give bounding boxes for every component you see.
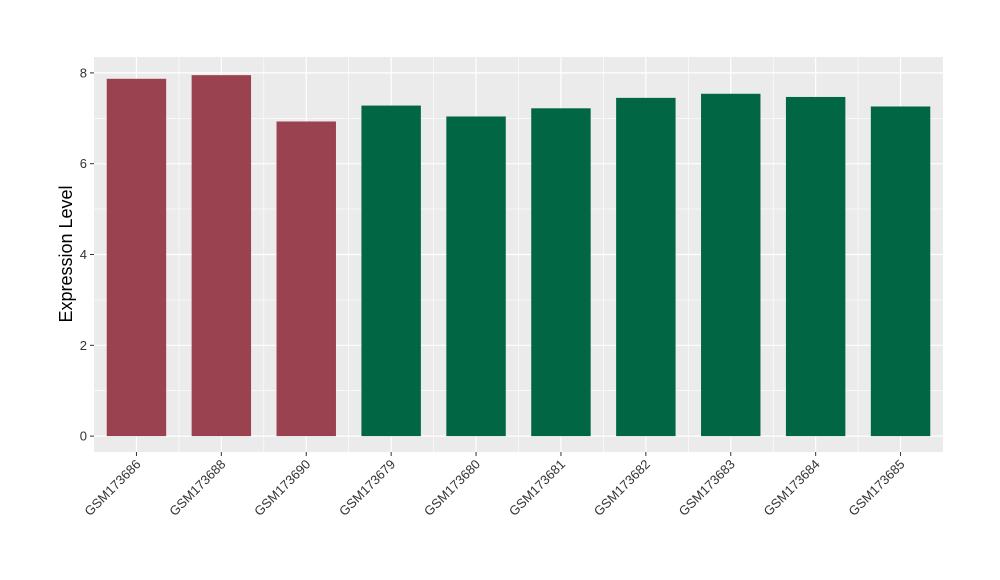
bars bbox=[106, 75, 931, 437]
x-axis: GSM173686 GSM173688 GSM173690 GSM173679 GSM1… bbox=[81, 452, 908, 519]
y-tick-label: 6 bbox=[80, 156, 87, 171]
y-axis: 0 2 4 6 8 bbox=[80, 65, 94, 444]
x-tick-label: GSM173681 bbox=[506, 457, 568, 519]
x-tick-label: GSM173679 bbox=[336, 457, 398, 519]
bar-GSM173682 bbox=[616, 97, 676, 437]
x-tick-label: GSM173683 bbox=[676, 457, 738, 519]
x-tick-label: GSM173680 bbox=[421, 457, 483, 519]
y-tick-label: 0 bbox=[80, 429, 87, 444]
bar-GSM173688 bbox=[191, 75, 252, 437]
x-tick-label: GSM173682 bbox=[591, 457, 653, 519]
x-tick-label: GSM173685 bbox=[845, 457, 907, 519]
bar-GSM173681 bbox=[531, 108, 591, 437]
bar-GSM173680 bbox=[446, 116, 506, 437]
x-tick-label: GSM173684 bbox=[761, 457, 823, 519]
bar-GSM173686 bbox=[106, 78, 167, 437]
y-tick-label: 8 bbox=[80, 65, 87, 80]
y-tick-label: 4 bbox=[80, 247, 87, 262]
x-tick-label: GSM173690 bbox=[251, 457, 313, 519]
x-tick-label: GSM173688 bbox=[166, 457, 228, 519]
x-tick-label: GSM173686 bbox=[81, 457, 143, 519]
y-axis-title: Expression Level bbox=[56, 185, 76, 322]
bar-GSM173690 bbox=[276, 121, 336, 437]
bar-GSM173685 bbox=[870, 106, 931, 437]
y-tick-label: 2 bbox=[80, 338, 87, 353]
bar-GSM173683 bbox=[701, 93, 761, 437]
bar-GSM173684 bbox=[785, 96, 846, 437]
bar-GSM173679 bbox=[361, 105, 421, 437]
